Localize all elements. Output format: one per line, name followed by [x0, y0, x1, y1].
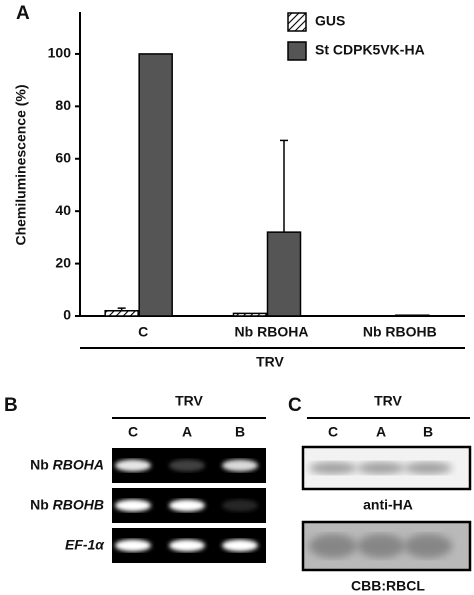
group-label: TRV [374, 393, 402, 409]
legend-label: St CDPK5VK-HA [315, 42, 425, 58]
row-label: Nb RBOHA [30, 456, 104, 472]
panel-label: B [4, 395, 18, 416]
panel-label: C [288, 395, 302, 416]
legend-label: GUS [315, 13, 345, 29]
bar [395, 314, 430, 317]
bar [232, 312, 268, 317]
blot-band [309, 534, 357, 558]
error-bar [117, 307, 126, 311]
blot-band [404, 462, 452, 474]
gel-band [115, 539, 151, 552]
gel-band [222, 459, 258, 472]
lane-label: B [235, 424, 245, 440]
row-label-prefix: Nb [30, 496, 49, 512]
blot-band [357, 534, 405, 558]
x-tick-label: Nb RBOHA [235, 324, 309, 340]
lane-label: A [376, 424, 386, 440]
lane-label: C [128, 424, 138, 440]
y-tick-label: 40 [55, 202, 71, 218]
y-tick-label: 0 [63, 307, 71, 323]
lane-label: B [423, 424, 433, 440]
gel-band [222, 539, 258, 552]
legend-swatch [287, 41, 307, 61]
blot-band [357, 462, 405, 474]
gel-band [169, 499, 205, 512]
bar [138, 53, 173, 317]
gel-band [115, 459, 151, 472]
row-label: EF-1α [65, 536, 105, 552]
bar [266, 231, 302, 317]
blot-band [309, 462, 357, 474]
lane-label: A [182, 424, 192, 440]
gel-band [169, 539, 205, 552]
row-label-gene: EF-1α [65, 536, 105, 552]
y-tick-label: 80 [55, 97, 71, 113]
group-label: TRV [175, 393, 203, 409]
row-label: Nb RBOHB [30, 496, 104, 512]
y-tick-label: 60 [55, 149, 71, 165]
row-label-gene: RBOHA [53, 456, 104, 472]
gel-band [115, 499, 151, 512]
error-bar [280, 139, 288, 233]
lane-label: C [328, 424, 338, 440]
blot-band [404, 534, 452, 558]
gel-band [222, 499, 258, 512]
group-label: TRV [256, 354, 284, 370]
gel-band [169, 459, 205, 472]
x-tick-label: Nb RBOHB [363, 324, 437, 340]
y-axis-label: Chemiluminescence (%) [13, 84, 29, 245]
blot-label: CBB:RBCL [351, 578, 425, 594]
x-tick-label: C [138, 324, 148, 340]
panel-label: A [16, 3, 30, 24]
blot-label: anti-HA [363, 497, 413, 513]
row-label-prefix: Nb [30, 456, 49, 472]
y-tick-label: 100 [48, 45, 72, 61]
legend-swatch [287, 12, 307, 32]
y-tick-label: 20 [55, 254, 71, 270]
bar [104, 310, 139, 317]
row-label-gene: RBOHB [53, 496, 104, 512]
